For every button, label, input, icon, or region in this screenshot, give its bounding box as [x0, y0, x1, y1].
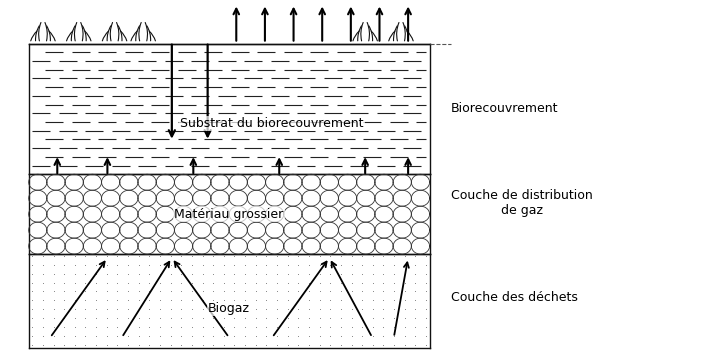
Text: Matériau grossier: Matériau grossier [175, 208, 284, 221]
Text: Couche de distribution
de gaz: Couche de distribution de gaz [451, 189, 593, 217]
Text: Substrat du biorecouvrement: Substrat du biorecouvrement [180, 117, 364, 130]
Text: Biogaz: Biogaz [208, 302, 250, 315]
Text: Biorecouvrement: Biorecouvrement [451, 102, 558, 115]
Text: Couche des déchets: Couche des déchets [451, 291, 578, 304]
